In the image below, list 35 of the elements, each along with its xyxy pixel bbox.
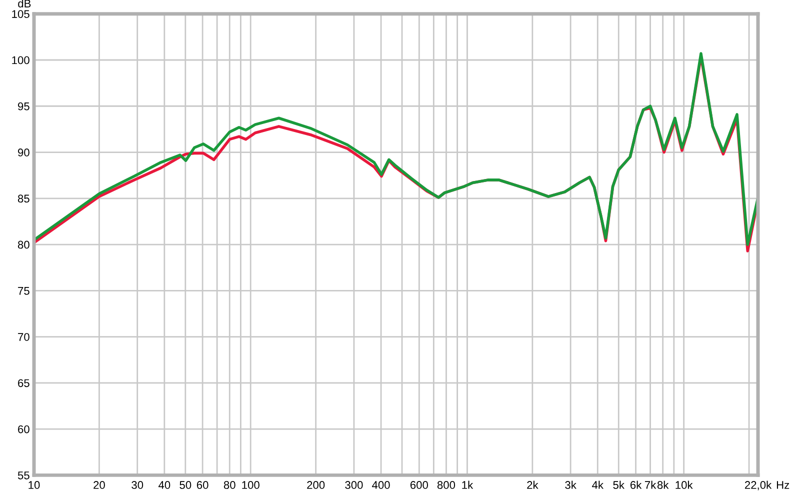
x-tick-label: 2k	[527, 480, 538, 489]
y-tick-label: 90	[18, 148, 30, 156]
x-tick-label: 10	[28, 481, 40, 489]
y-tick-label: 85	[18, 194, 30, 203]
x-tick-label: 20	[94, 481, 105, 489]
x-tick-label: 8k	[657, 480, 669, 489]
x-tick-label: 200	[307, 481, 325, 489]
x-tick-label: 40	[158, 481, 170, 489]
x-tick-label: 600	[410, 481, 428, 489]
x-tick-label: 5k	[613, 480, 625, 489]
x-tick-label: 1k	[462, 480, 474, 489]
x-tick-label: 7k	[644, 480, 656, 489]
y-tick-label: 65	[18, 379, 30, 388]
x-tick-label: 50	[180, 481, 192, 489]
x-tick-label: 300	[345, 481, 363, 489]
x-tick-label: 6k	[630, 480, 642, 489]
x-tick-label: 60	[196, 481, 208, 489]
x-tick-label: 4k	[592, 480, 604, 489]
y-tick-label: 60	[18, 425, 30, 434]
y-tick-label: 75	[18, 287, 30, 295]
x-tick-label: 10k	[676, 480, 693, 489]
x-tick-label: 800	[437, 481, 456, 489]
y-tick-label: 80	[18, 240, 30, 249]
x-tick-label: 22,0k	[744, 480, 772, 490]
y-tick-label: 55	[18, 472, 30, 480]
y-tick-label: 70	[18, 333, 30, 341]
x-tick-label: 3k	[565, 480, 576, 489]
x-tick-label: 80	[224, 481, 236, 489]
y-tick-label: 100	[12, 56, 30, 64]
y-tick-label: 95	[18, 102, 30, 110]
x-tick-label: 400	[372, 481, 390, 489]
x-axis-title: Hz	[776, 481, 790, 489]
x-tick-label: 100	[242, 481, 260, 489]
x-tick-label: 30	[132, 481, 144, 489]
y-tick-label: 105	[12, 10, 30, 18]
